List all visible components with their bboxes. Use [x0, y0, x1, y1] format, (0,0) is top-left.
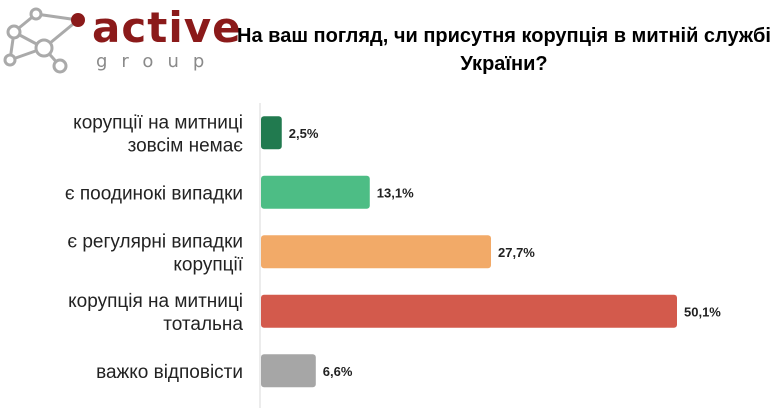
bar-1 [261, 116, 282, 150]
data-label-5: 6,6% [323, 364, 353, 379]
data-label-1: 2,5% [289, 126, 319, 141]
chart-title: На ваш погляд, чи присутня корупція в ми… [237, 25, 771, 75]
bar-2 [261, 175, 370, 209]
data-label-4: 50,1% [684, 304, 721, 319]
logo: active group [0, 0, 241, 80]
bar-4 [261, 294, 677, 328]
logo-wordmark: active [92, 3, 242, 52]
data-label-2: 13,1% [377, 185, 414, 200]
network-icon [3, 7, 85, 74]
category-label-1: корупції на митниці зовсім немає [73, 112, 243, 156]
bar-5 [261, 354, 316, 388]
logo-subtitle: group [96, 51, 219, 72]
category-label-2: є поодинокі випадки [65, 183, 243, 204]
category-label-3: є регулярні випадки корупції [67, 231, 243, 275]
bar-3 [261, 235, 492, 269]
data-label-3: 27,7% [498, 245, 535, 260]
category-label-5: важко відповісти [96, 362, 243, 383]
category-label-4: корупція на митниці тотальна [68, 291, 243, 335]
